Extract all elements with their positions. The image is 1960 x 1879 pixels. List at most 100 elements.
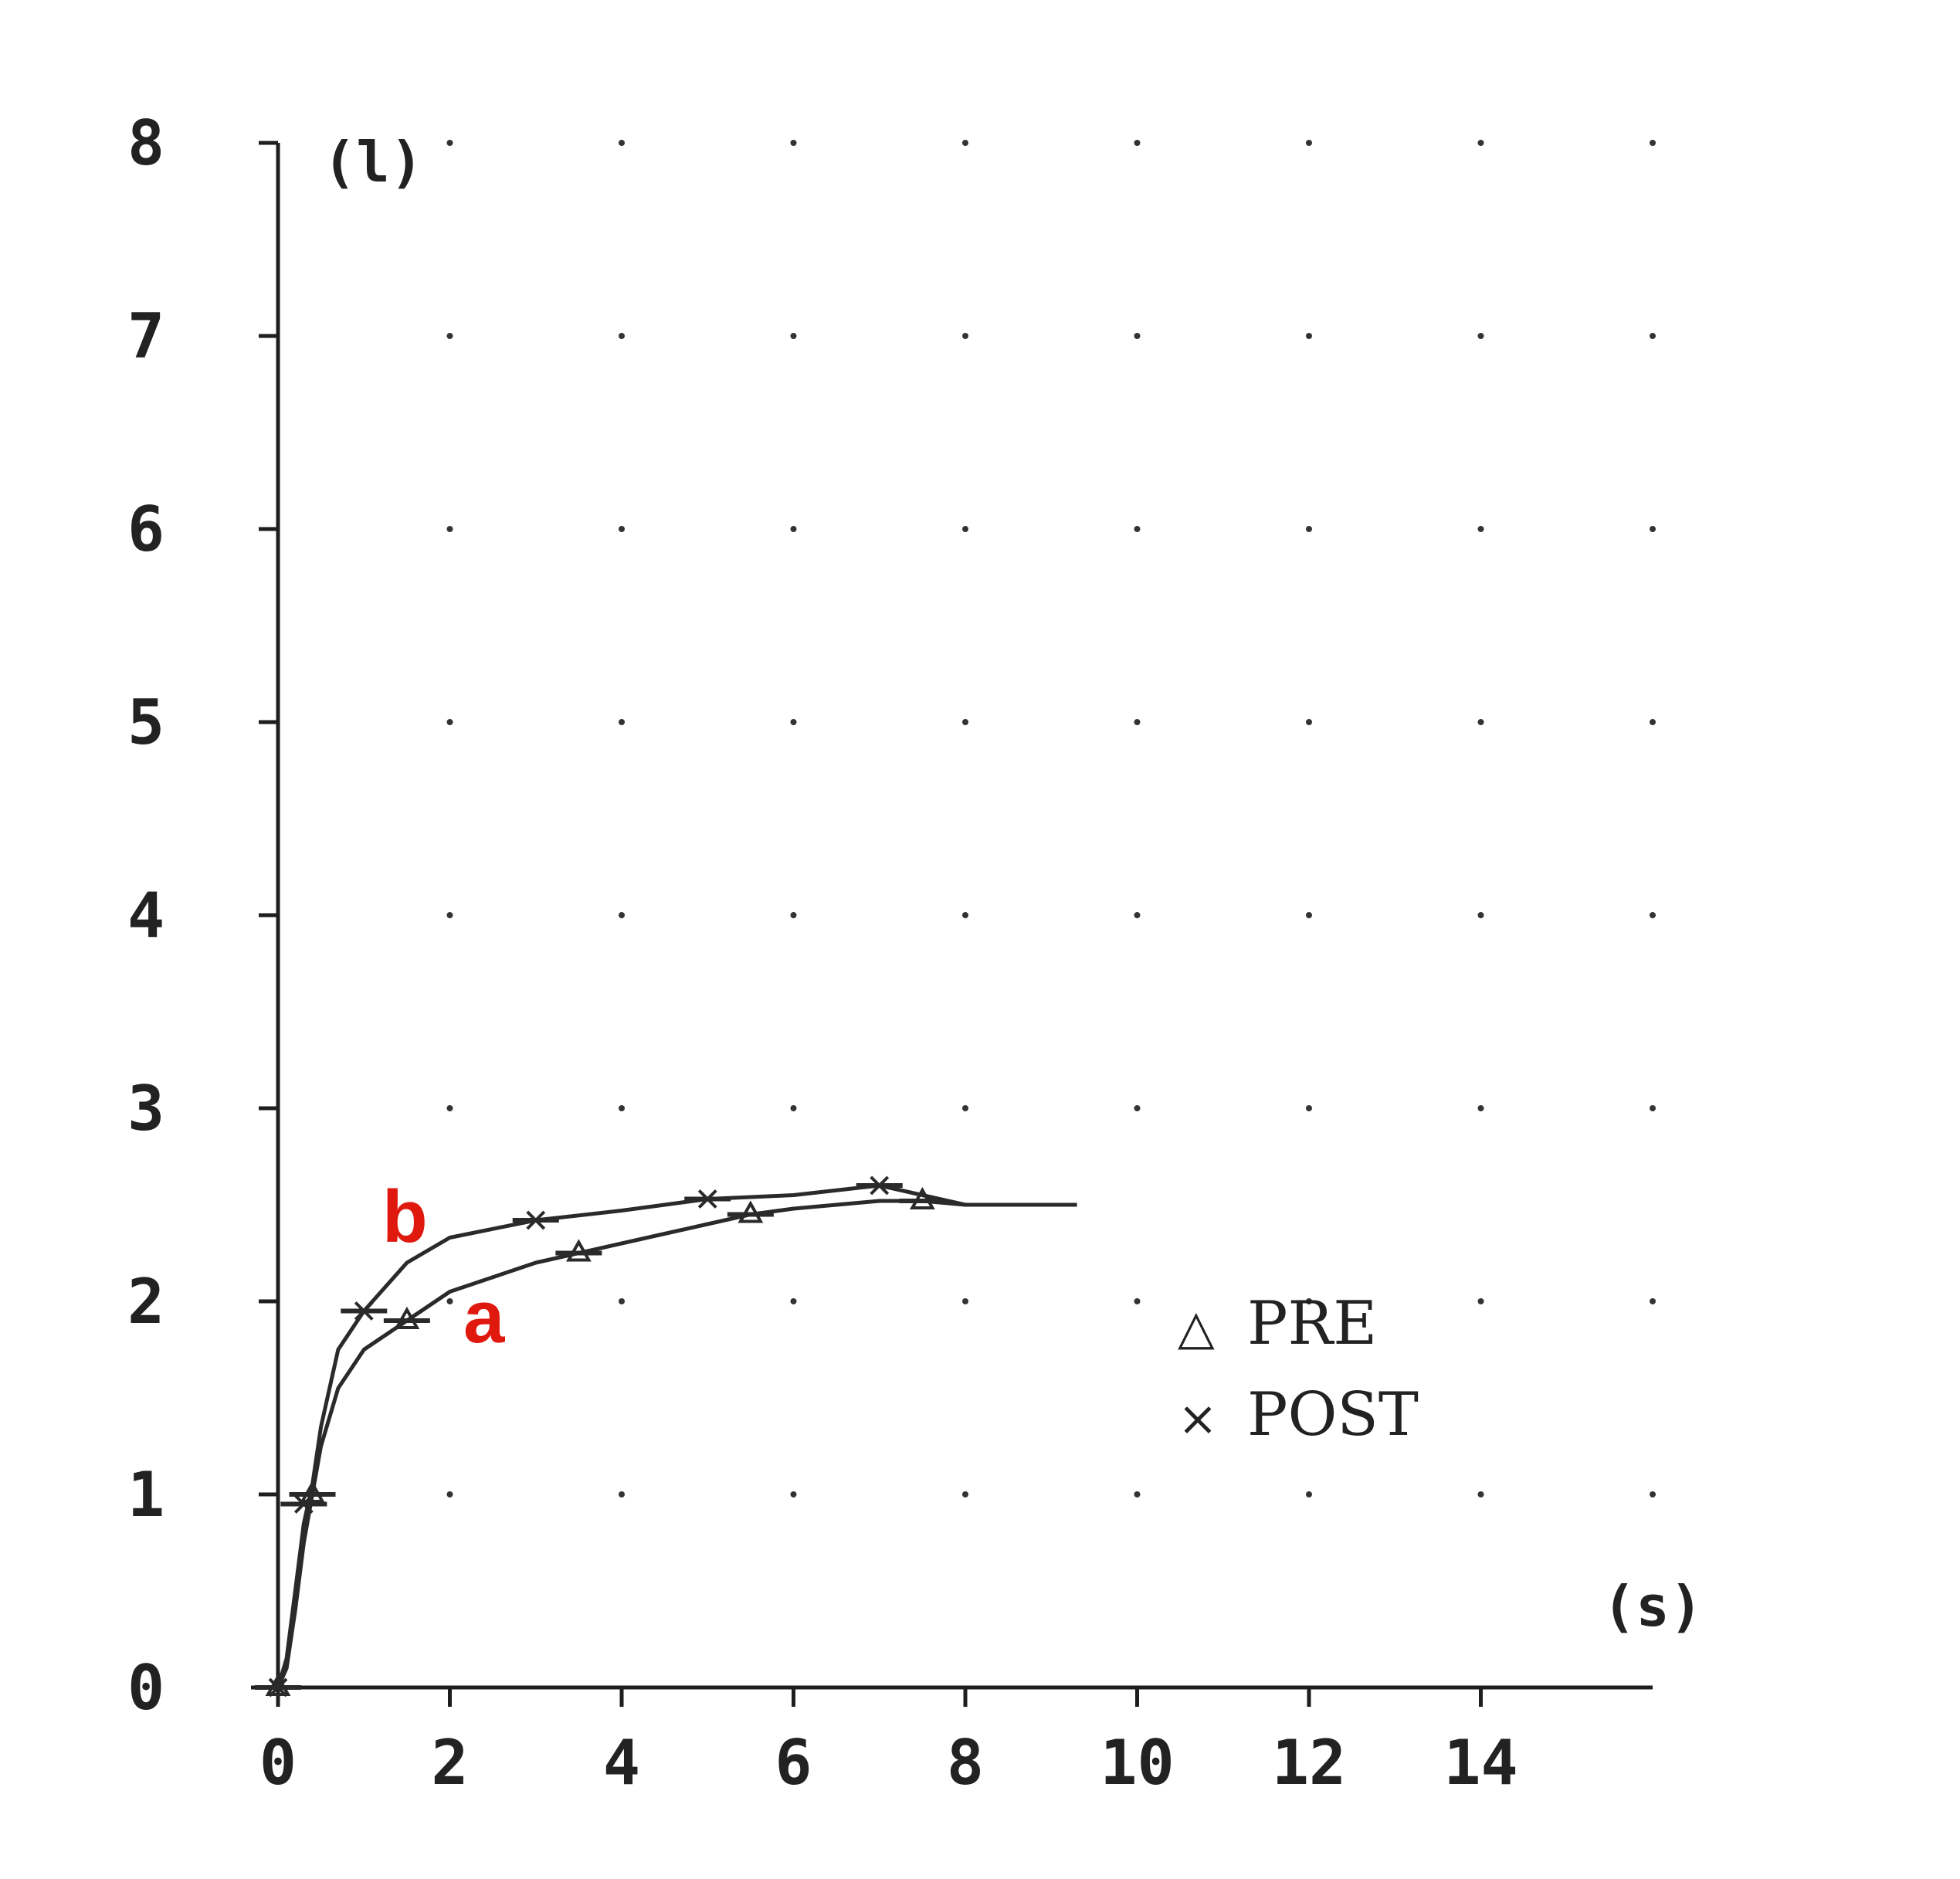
- y-tick-label: 7: [127, 300, 164, 372]
- grid-dot: [790, 526, 797, 532]
- grid-dot: [790, 1298, 797, 1304]
- y-tick-label: 5: [127, 687, 164, 758]
- x-tick-label: 10: [1100, 1727, 1174, 1799]
- grid-dot: [962, 526, 968, 532]
- grid-dot: [1477, 1105, 1484, 1111]
- y-tick-label: 2: [127, 1266, 164, 1338]
- grid-dot: [1477, 333, 1484, 339]
- grid-dot: [446, 719, 453, 725]
- grid-dot: [1477, 1491, 1484, 1497]
- grid-dot: [1134, 719, 1141, 725]
- x-tick-label: 14: [1443, 1727, 1517, 1799]
- marker-triangle-pre: [738, 1200, 764, 1223]
- grid-dot: [962, 719, 968, 725]
- grid-dot: [1650, 140, 1656, 146]
- legend: △ PRE × POST: [1178, 1289, 1419, 1450]
- grid-dot: [1477, 719, 1484, 725]
- grid-dot: [1134, 1491, 1141, 1497]
- grid-dot: [446, 1105, 453, 1111]
- x-tick-label: 0: [259, 1727, 297, 1799]
- marker-layer: [255, 1175, 946, 1698]
- grid-dot: [1306, 912, 1312, 918]
- grid-dot: [1134, 1105, 1141, 1111]
- grid-dot: [790, 140, 797, 146]
- grid-dot: [1134, 140, 1141, 146]
- grid-dot: [1477, 526, 1484, 532]
- grid-dot: [1477, 912, 1484, 918]
- y-tick-label: 6: [127, 493, 164, 565]
- marker-triangle-pre: [394, 1306, 420, 1329]
- grid-dot: [1306, 333, 1312, 339]
- y-axis-label: (l): [323, 130, 423, 195]
- grid-dot: [1306, 140, 1312, 146]
- grid-dot: [790, 912, 797, 918]
- y-tick-label: 4: [127, 880, 164, 951]
- grid-dot: [1306, 1491, 1312, 1497]
- grid-dots: [446, 140, 1656, 1497]
- grid-dot: [619, 333, 625, 339]
- x-tick-label: 2: [431, 1727, 468, 1799]
- grid-dot: [446, 333, 453, 339]
- grid-dot: [962, 1298, 968, 1304]
- grid-dot: [962, 1105, 968, 1111]
- grid-dot: [619, 719, 625, 725]
- grid-dot: [619, 1105, 625, 1111]
- grid-dot: [1134, 333, 1141, 339]
- grid-dot: [1477, 1298, 1484, 1304]
- grid-dot: [790, 1105, 797, 1111]
- grid-dot: [446, 526, 453, 532]
- grid-dot: [1650, 719, 1656, 725]
- y-tick-label: 0: [127, 1652, 164, 1724]
- grid-dot: [619, 912, 625, 918]
- x-tick-label: 12: [1272, 1727, 1346, 1799]
- legend-label-post: POST: [1247, 1380, 1419, 1450]
- grid-dot: [962, 912, 968, 918]
- marker-triangle-pre: [565, 1239, 592, 1262]
- marker-x-post: [697, 1189, 717, 1209]
- marker-x-post: [526, 1210, 546, 1230]
- series-layer: [276, 1183, 1077, 1689]
- marker-x-post: [354, 1301, 374, 1321]
- series-line-post: [276, 1183, 1009, 1688]
- grid-dot: [1650, 1491, 1656, 1497]
- annotation-a: a: [463, 1276, 505, 1358]
- x-tick-label: 8: [947, 1727, 984, 1799]
- y-tick-label: 1: [127, 1459, 164, 1531]
- y-tick-label: 3: [127, 1073, 164, 1145]
- grid-dot: [619, 140, 625, 146]
- grid-dot: [619, 526, 625, 532]
- x-axis-label: (s): [1602, 1574, 1703, 1639]
- grid-dot: [1650, 912, 1656, 918]
- grid-dot: [1306, 1298, 1312, 1304]
- grid-dot: [1134, 1298, 1141, 1304]
- y-tick-label: 8: [127, 107, 164, 179]
- annotation-b: b: [382, 1175, 428, 1258]
- x-tick-label: 4: [603, 1727, 640, 1799]
- grid-dot: [962, 1491, 968, 1497]
- grid-dot: [619, 1491, 625, 1497]
- grid-dot: [1650, 1105, 1656, 1111]
- legend-symbol-pre: △: [1178, 1299, 1215, 1355]
- grid-dot: [446, 140, 453, 146]
- x-tick-label: 6: [775, 1727, 812, 1799]
- marker-triangle-pre: [909, 1186, 935, 1209]
- grid-dot: [446, 912, 453, 918]
- grid-dot: [1650, 1298, 1656, 1304]
- axes: [251, 143, 1653, 1695]
- marker-x-post: [268, 1677, 288, 1698]
- legend-symbol-post: ×: [1178, 1390, 1218, 1447]
- marker-x-post: [870, 1175, 890, 1196]
- grid-dot: [1650, 333, 1656, 339]
- marker-x-post: [293, 1494, 314, 1514]
- grid-dot: [1306, 719, 1312, 725]
- grid-dot: [790, 333, 797, 339]
- grid-dot: [1306, 1105, 1312, 1111]
- grid-dot: [790, 1491, 797, 1497]
- grid-dot: [1134, 912, 1141, 918]
- grid-dot: [1477, 140, 1484, 146]
- grid-dot: [1650, 526, 1656, 532]
- grid-dot: [1306, 526, 1312, 532]
- grid-dot: [446, 1298, 453, 1304]
- grid-dot: [619, 1298, 625, 1304]
